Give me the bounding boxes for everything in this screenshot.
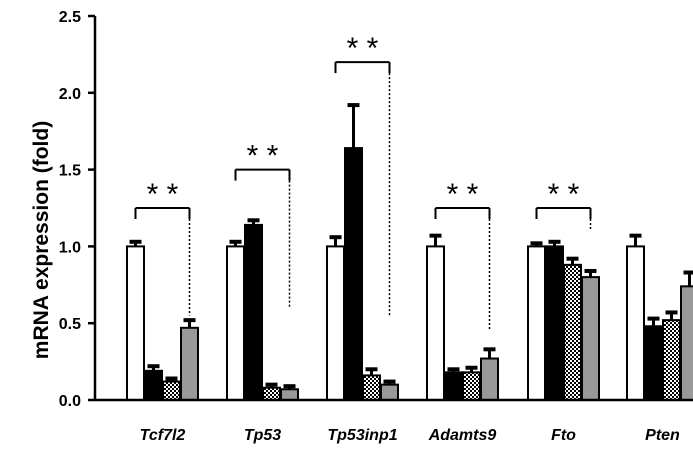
significance-label: * * (447, 178, 479, 211)
bar-Pten-black (644, 325, 663, 401)
x-tick-label: Tp53 (244, 427, 281, 444)
bar-Fto-checkered (563, 263, 582, 401)
bar-Tp53inp1-gray (380, 383, 399, 402)
significance-label: * * (347, 32, 379, 65)
bar-Adamts9-white (426, 245, 445, 401)
bar-Tp53inp1-checkered (362, 374, 381, 402)
bar-Tcf7l2-checkered (162, 380, 181, 401)
y-tick-label: 2.5 (59, 9, 81, 26)
bar-Tp53inp1-black (344, 147, 363, 401)
bar-Pten-white (626, 245, 645, 401)
bar-Tp53-black (244, 223, 263, 401)
bar-Adamts9-black (444, 371, 463, 401)
y-axis-title: mRNA expression (fold) (30, 121, 53, 359)
y-tick-label: 2.0 (59, 86, 81, 103)
significance-label: * * (147, 178, 179, 211)
bar-Fto-white (527, 245, 546, 401)
significance-label: * * (548, 178, 580, 211)
x-tick-label: Fto (551, 427, 576, 444)
bar-Tp53-checkered (262, 386, 281, 402)
bar-Fto-gray (581, 276, 600, 401)
y-tick-label: 0.0 (59, 393, 81, 410)
bar-Tp53inp1-white (326, 245, 345, 401)
significance-label: * * (247, 140, 279, 173)
bar-Tp53-white (226, 245, 245, 401)
bar-Tp53-gray (280, 388, 299, 401)
x-tick-label: Pten (645, 427, 680, 444)
bar-Pten-gray (680, 285, 693, 401)
plot-area: 0.0 0.5 1.0 1.5 2.0 2.5 Tcf7l2 Tp53 Tp53inp1 Adam… (59, 9, 693, 444)
x-tick-label: Tp53inp1 (327, 427, 397, 444)
bar-Fto-black (545, 245, 564, 401)
bar-Tcf7l2-black (144, 369, 163, 402)
bar-Tcf7l2-gray (180, 326, 199, 402)
x-tick-label: Tcf7l2 (140, 427, 186, 444)
bar-Pten-checkered (662, 319, 681, 401)
x-tick-label: Adamts9 (428, 427, 497, 444)
bar-Tcf7l2-white (126, 245, 145, 401)
bar-Adamts9-checkered (462, 371, 481, 401)
y-tick-label: 0.5 (59, 316, 81, 333)
y-tick-label: 1.5 (59, 163, 81, 180)
y-tick-label: 1.0 (59, 239, 81, 256)
bar-Adamts9-gray (480, 357, 499, 402)
